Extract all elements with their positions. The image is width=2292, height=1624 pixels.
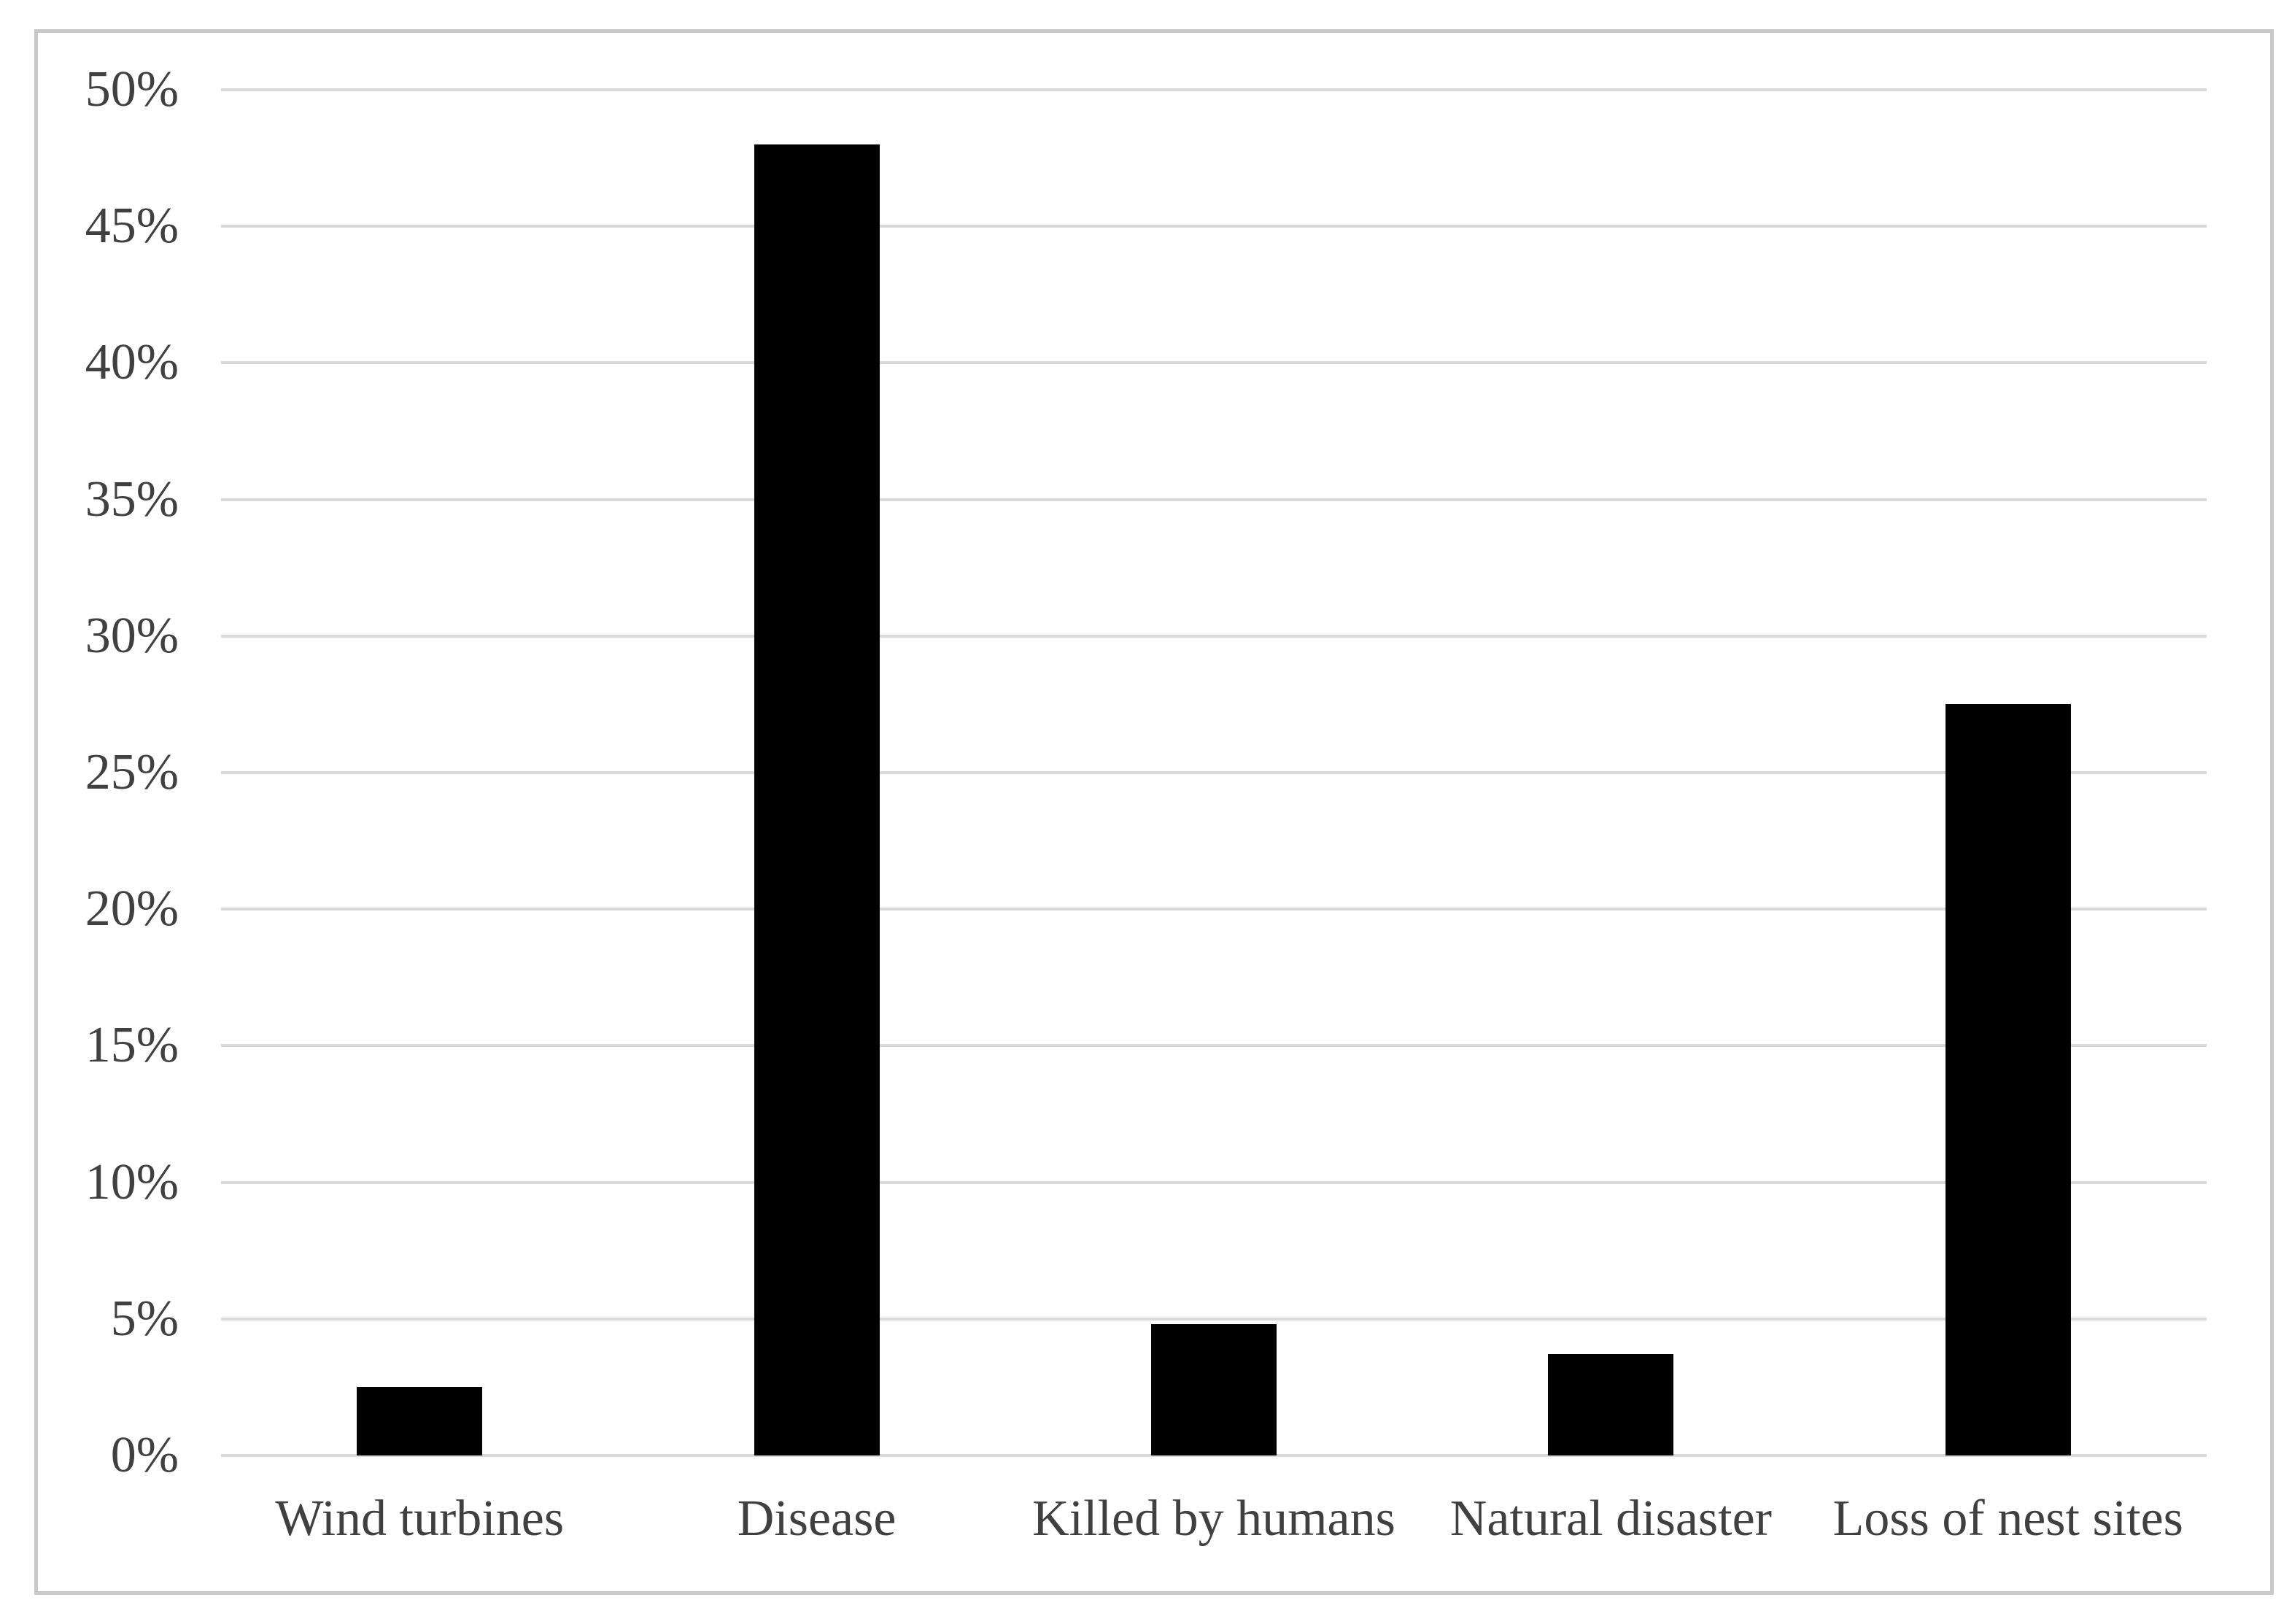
gridline-10 bbox=[221, 1180, 2207, 1184]
gridline-40 bbox=[221, 361, 2207, 365]
y-axis-tick-label: 35% bbox=[85, 471, 179, 527]
gridline-30 bbox=[221, 634, 2207, 638]
y-axis-tick-label: 40% bbox=[85, 334, 179, 391]
bar-disease bbox=[754, 144, 880, 1455]
x-axis-label-wind-turbines: Wind turbines bbox=[275, 1490, 565, 1547]
bar-wind-turbines bbox=[357, 1387, 483, 1455]
gridline-45 bbox=[221, 225, 2207, 228]
x-axis-label-disease: Disease bbox=[737, 1490, 897, 1547]
gridline-5 bbox=[221, 1317, 2207, 1321]
y-axis-tick-label: 30% bbox=[85, 607, 179, 664]
gridline-25 bbox=[221, 771, 2207, 774]
gridline-50 bbox=[221, 88, 2207, 91]
bar-killed-by-humans bbox=[1151, 1324, 1277, 1455]
bar-loss-of-nest-sites bbox=[1945, 704, 2071, 1455]
y-axis-tick-label: 25% bbox=[85, 744, 179, 800]
y-axis-tick-label: 45% bbox=[85, 198, 179, 255]
y-axis-tick-label: 10% bbox=[85, 1153, 179, 1210]
gridline-0 bbox=[221, 1454, 2207, 1457]
y-axis-tick-label: 5% bbox=[110, 1290, 179, 1347]
x-axis-label-killed-by-humans: Killed by humans bbox=[1032, 1490, 1395, 1547]
gridline-15 bbox=[221, 1044, 2207, 1048]
y-axis-tick-label: 50% bbox=[85, 61, 179, 117]
y-axis-tick-label: 20% bbox=[85, 881, 179, 937]
y-axis-tick-label: 0% bbox=[110, 1427, 179, 1483]
y-axis-tick-label: 15% bbox=[85, 1017, 179, 1074]
gridline-35 bbox=[221, 498, 2207, 501]
x-axis-label-natural-disaster: Natural disaster bbox=[1449, 1490, 1772, 1547]
gridline-20 bbox=[221, 908, 2207, 911]
x-axis-label-loss-of-nest-sites: Loss of nest sites bbox=[1832, 1490, 2183, 1547]
bar-natural-disaster bbox=[1548, 1354, 1674, 1455]
